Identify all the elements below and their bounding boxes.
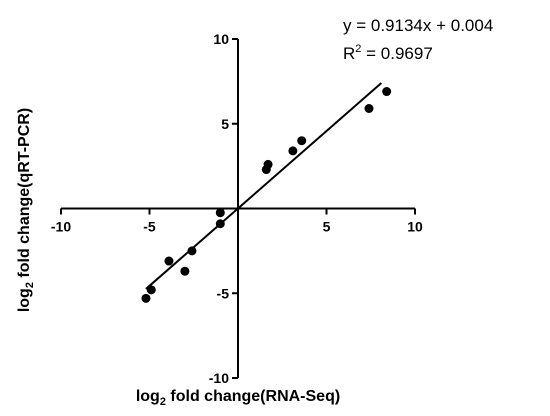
y-tick-label: -10: [209, 370, 229, 386]
y-axis-ticks: -10 -5 5 10: [209, 31, 238, 386]
y-tick-label: 10: [213, 31, 229, 47]
data-point: [382, 87, 392, 97]
y-tick-label: -5: [217, 285, 230, 301]
data-point: [288, 146, 298, 156]
data-point: [146, 285, 156, 295]
x-axis-title: log2 fold change(RNA-Seq): [136, 388, 340, 408]
r-squared-symbol: R: [343, 44, 355, 63]
data-point: [141, 293, 151, 303]
x-tick-label: -10: [51, 219, 71, 235]
x-tick-label: 5: [323, 219, 331, 235]
x-axis-ticks: -10 -5 5 10: [51, 208, 423, 235]
data-point: [263, 159, 273, 169]
r-squared-value: = 0.9697: [361, 44, 432, 63]
data-point: [187, 246, 197, 256]
x-axis-title-text: fold change(RNA-Seq): [166, 388, 340, 405]
y-axis-title-subscript: 2: [24, 282, 36, 288]
r-squared-label: R2 = 0.9697: [343, 43, 433, 63]
data-point: [364, 103, 374, 113]
data-points: [141, 87, 392, 303]
data-point: [297, 136, 307, 146]
regression-layer: [145, 82, 383, 290]
regression-line: [145, 82, 383, 290]
r-squared-superscript: 2: [355, 43, 361, 55]
x-axis-title-log: log: [136, 388, 160, 405]
x-tick-label: -5: [143, 219, 156, 235]
x-tick-label: 10: [407, 219, 423, 235]
data-point: [180, 266, 190, 276]
y-axis-title: log2 fold change(qRT-PCR): [16, 108, 36, 312]
x-axis-title-subscript: 2: [160, 396, 166, 408]
data-point: [164, 256, 174, 266]
y-axis-title-text: fold change(qRT-PCR): [16, 108, 33, 282]
y-axis-title-log: log: [16, 288, 33, 312]
regression-equation: y = 0.9134x + 0.004: [343, 16, 493, 35]
data-point: [215, 208, 225, 218]
y-tick-label: 5: [221, 116, 229, 132]
data-point: [215, 219, 225, 229]
